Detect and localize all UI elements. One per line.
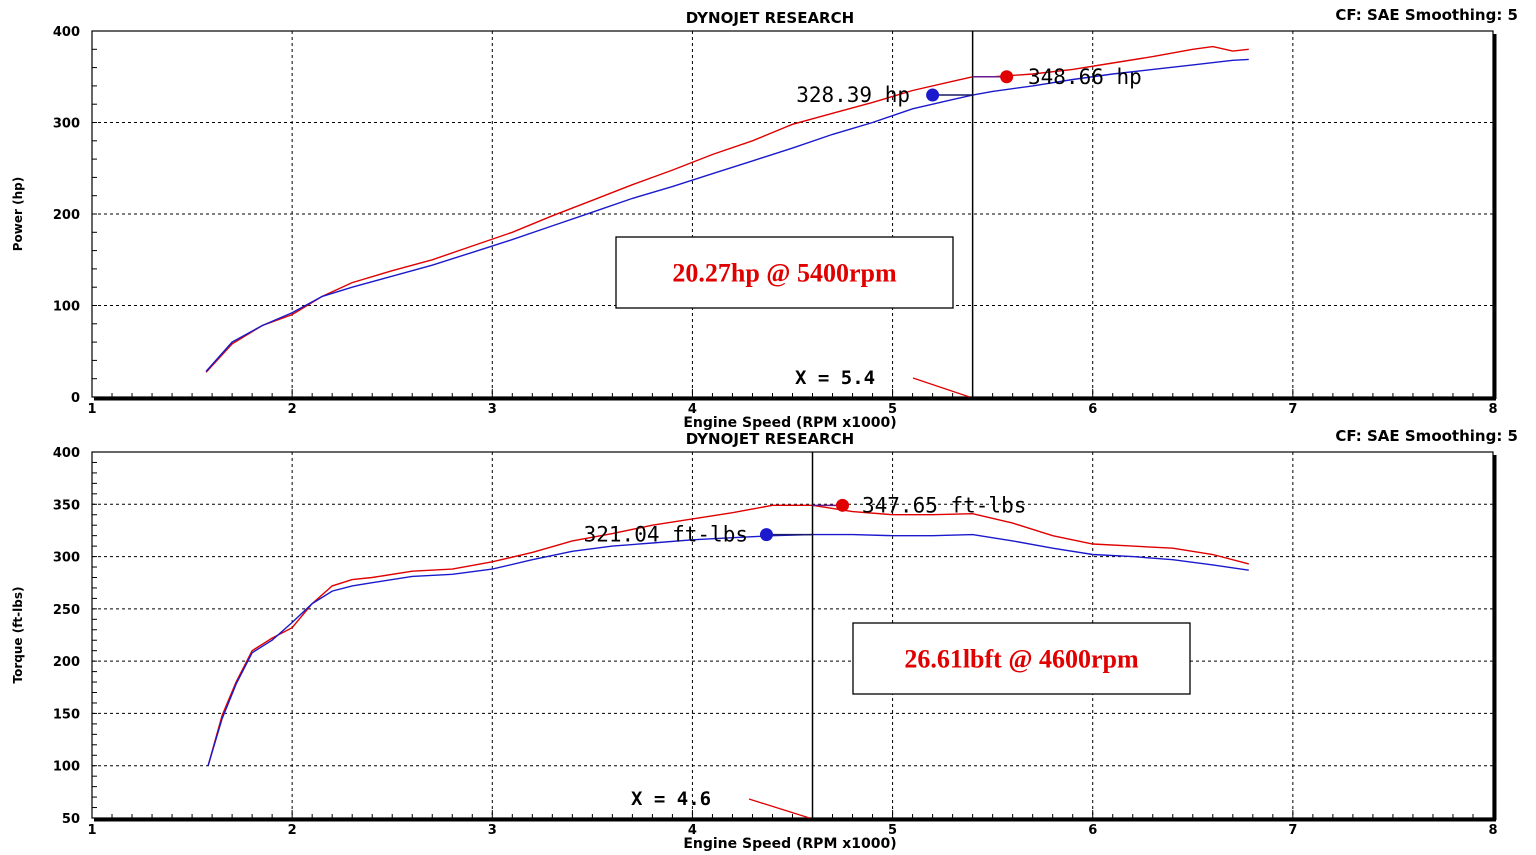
chart-title: DYNOJET RESEARCH (686, 430, 854, 448)
x-tick-label: 6 (1088, 823, 1097, 838)
x-tick-label: 3 (488, 823, 497, 838)
y-tick-label: 0 (71, 391, 80, 406)
x-tick-label: 1 (87, 402, 96, 417)
y-tick-label: 100 (53, 300, 80, 315)
peak-red-marker (1000, 70, 1013, 83)
y-tick-label: 150 (53, 707, 80, 722)
y-tick-label: 50 (62, 812, 80, 827)
peak-blue-label: 328.39 hp (796, 83, 910, 107)
y-axis-label: Torque (ft-lbs) (11, 587, 25, 684)
annotation-text: 26.61lbft @ 4600rpm (904, 645, 1139, 674)
cursor-label: X = 4.6 (631, 788, 711, 810)
x-tick-label: 2 (288, 402, 297, 417)
y-tick-label: 200 (53, 655, 80, 670)
peak-blue-marker (760, 528, 773, 541)
cursor-label: X = 5.4 (795, 367, 875, 389)
x-tick-label: 7 (1288, 402, 1297, 417)
y-axis-label: Power (hp) (11, 177, 25, 251)
x-tick-label: 2 (288, 823, 297, 838)
x-axis-label: Engine Speed (RPM x1000) (683, 836, 896, 852)
y-tick-label: 200 (53, 208, 80, 223)
y-tick-label: 400 (53, 25, 80, 40)
y-tick-label: 350 (53, 498, 80, 513)
peak-red-label: 348.66 hp (1028, 65, 1142, 89)
y-tick-label: 100 (53, 760, 80, 775)
y-tick-label: 300 (53, 117, 80, 132)
chart-header-right: CF: SAE Smoothing: 5 (1335, 6, 1518, 24)
plot-area (92, 452, 1493, 818)
x-axis-label: Engine Speed (RPM x1000) (683, 415, 896, 431)
y-tick-label: 400 (53, 446, 80, 461)
chart-title: DYNOJET RESEARCH (686, 9, 854, 27)
peak-red-label: 347.65 ft-lbs (862, 493, 1026, 517)
x-tick-label: 8 (1488, 402, 1497, 417)
y-tick-label: 250 (53, 603, 80, 618)
chart-header-right: CF: SAE Smoothing: 5 (1335, 427, 1518, 445)
annotation-text: 20.27hp @ 5400rpm (672, 259, 897, 288)
x-tick-label: 1 (87, 823, 96, 838)
x-tick-label: 8 (1488, 823, 1497, 838)
y-tick-label: 300 (53, 551, 80, 566)
peak-blue-marker (926, 89, 939, 102)
peak-blue-label: 321.04 ft-lbs (584, 523, 748, 547)
peak-red-marker (836, 499, 849, 512)
x-tick-label: 3 (488, 402, 497, 417)
x-tick-label: 6 (1088, 402, 1097, 417)
x-tick-label: 7 (1288, 823, 1297, 838)
